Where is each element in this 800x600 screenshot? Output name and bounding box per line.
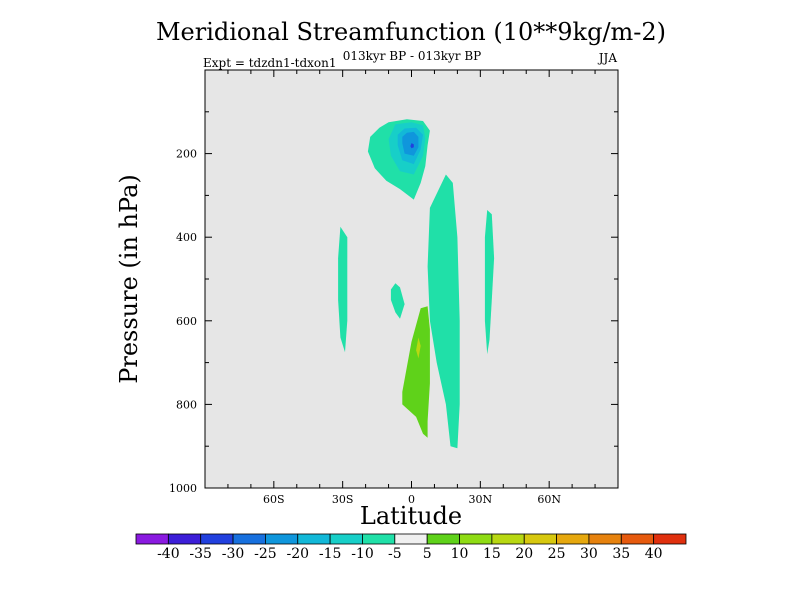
colorbar-label: -40 [157, 546, 180, 562]
x-tick-label: 30S [332, 493, 354, 506]
colorbar-swatch [329, 533, 363, 545]
colorbar-swatch [200, 533, 234, 545]
colorbar-swatch [588, 533, 622, 545]
contour-layer [338, 119, 495, 449]
colorbar-label: -30 [222, 546, 245, 562]
colorbar-label: 35 [612, 546, 630, 562]
colorbar-label: 30 [580, 546, 598, 562]
x-tick-label: 0 [408, 493, 415, 506]
axis-ticks: 60S 30S 0 30N 60N 200 400 600 800 1000 [169, 70, 618, 506]
colorbar: -40 -35 -30 -25 -20 -15 -10 -5 5 10 15 20 25 30 35 40 [135, 533, 687, 562]
colorbar-label: -5 [388, 546, 402, 562]
colorbar-label: -20 [286, 546, 309, 562]
colorbar-swatch [394, 533, 428, 545]
y-axis-label: Pressure (in hPa) [115, 174, 143, 384]
colorbar-label: -25 [254, 546, 277, 562]
colorbar-swatch [426, 533, 460, 545]
contour-region-8 [390, 283, 405, 319]
x-axis-label: Latitude [360, 502, 462, 530]
colorbar-label: 5 [423, 546, 432, 562]
colorbar-label: 15 [483, 546, 501, 562]
colorbar-swatch [362, 533, 396, 545]
colorbar-label: 25 [548, 546, 566, 562]
colorbar-label: -35 [189, 546, 212, 562]
chart-title: Meridional Streamfunction (10**9kg/m-2) [156, 18, 666, 46]
contour-region-3 [402, 131, 419, 156]
colorbar-swatch [459, 533, 493, 545]
colorbar-swatch [265, 533, 299, 545]
subtitle-center: 013kyr BP - 013kyr BP [343, 49, 481, 63]
colorbar-swatch [232, 533, 266, 545]
y-tick-label: 600 [176, 315, 197, 328]
colorbar-swatch [556, 533, 590, 545]
y-tick-label: 400 [176, 231, 197, 244]
contour-region-9 [402, 306, 430, 438]
y-tick-label: 200 [176, 148, 197, 161]
subtitle-right: JJA [597, 51, 618, 65]
colorbar-swatch [620, 533, 655, 545]
colorbar-swatch [523, 533, 557, 545]
colorbar-swatch [167, 533, 202, 545]
x-tick-label: 60S [263, 493, 285, 506]
contour-region-10 [416, 337, 421, 359]
contour-region-4 [410, 143, 414, 149]
y-tick-label: 800 [176, 398, 197, 411]
contour-region-6 [338, 226, 348, 353]
colorbar-swatch [491, 533, 525, 545]
colorbar-label: 20 [515, 546, 533, 562]
colorbar-label: 40 [645, 546, 663, 562]
colorbar-label: -10 [351, 546, 374, 562]
y-tick-label: 1000 [169, 482, 197, 495]
colorbar-swatch [653, 533, 687, 545]
x-tick-label: 30N [469, 493, 493, 506]
x-tick-label: 60N [537, 493, 561, 506]
colorbar-label: 10 [451, 546, 469, 562]
contour-region-7 [484, 210, 495, 355]
colorbar-swatch [297, 533, 331, 545]
colorbar-swatch [135, 533, 169, 545]
subtitle-left: Expt = tdzdn1-tdxon1 [203, 56, 337, 70]
colorbar-label: -15 [319, 546, 342, 562]
contour-region-5 [427, 174, 460, 449]
